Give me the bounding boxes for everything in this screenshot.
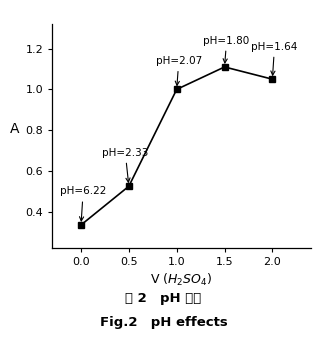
Text: pH=1.80: pH=1.80 [203, 36, 250, 63]
X-axis label: V $(H_2SO_4)$: V $(H_2SO_4)$ [150, 272, 213, 288]
Text: 图 2 pH 影响: 图 2 pH 影响 [125, 292, 202, 305]
Text: pH=6.22: pH=6.22 [60, 186, 106, 221]
Text: Fig.2 pH effects: Fig.2 pH effects [100, 316, 227, 329]
Text: pH=2.07: pH=2.07 [156, 56, 202, 85]
Y-axis label: A: A [10, 122, 19, 136]
Text: pH=1.64: pH=1.64 [251, 42, 298, 75]
Text: pH=2.33: pH=2.33 [102, 148, 148, 182]
